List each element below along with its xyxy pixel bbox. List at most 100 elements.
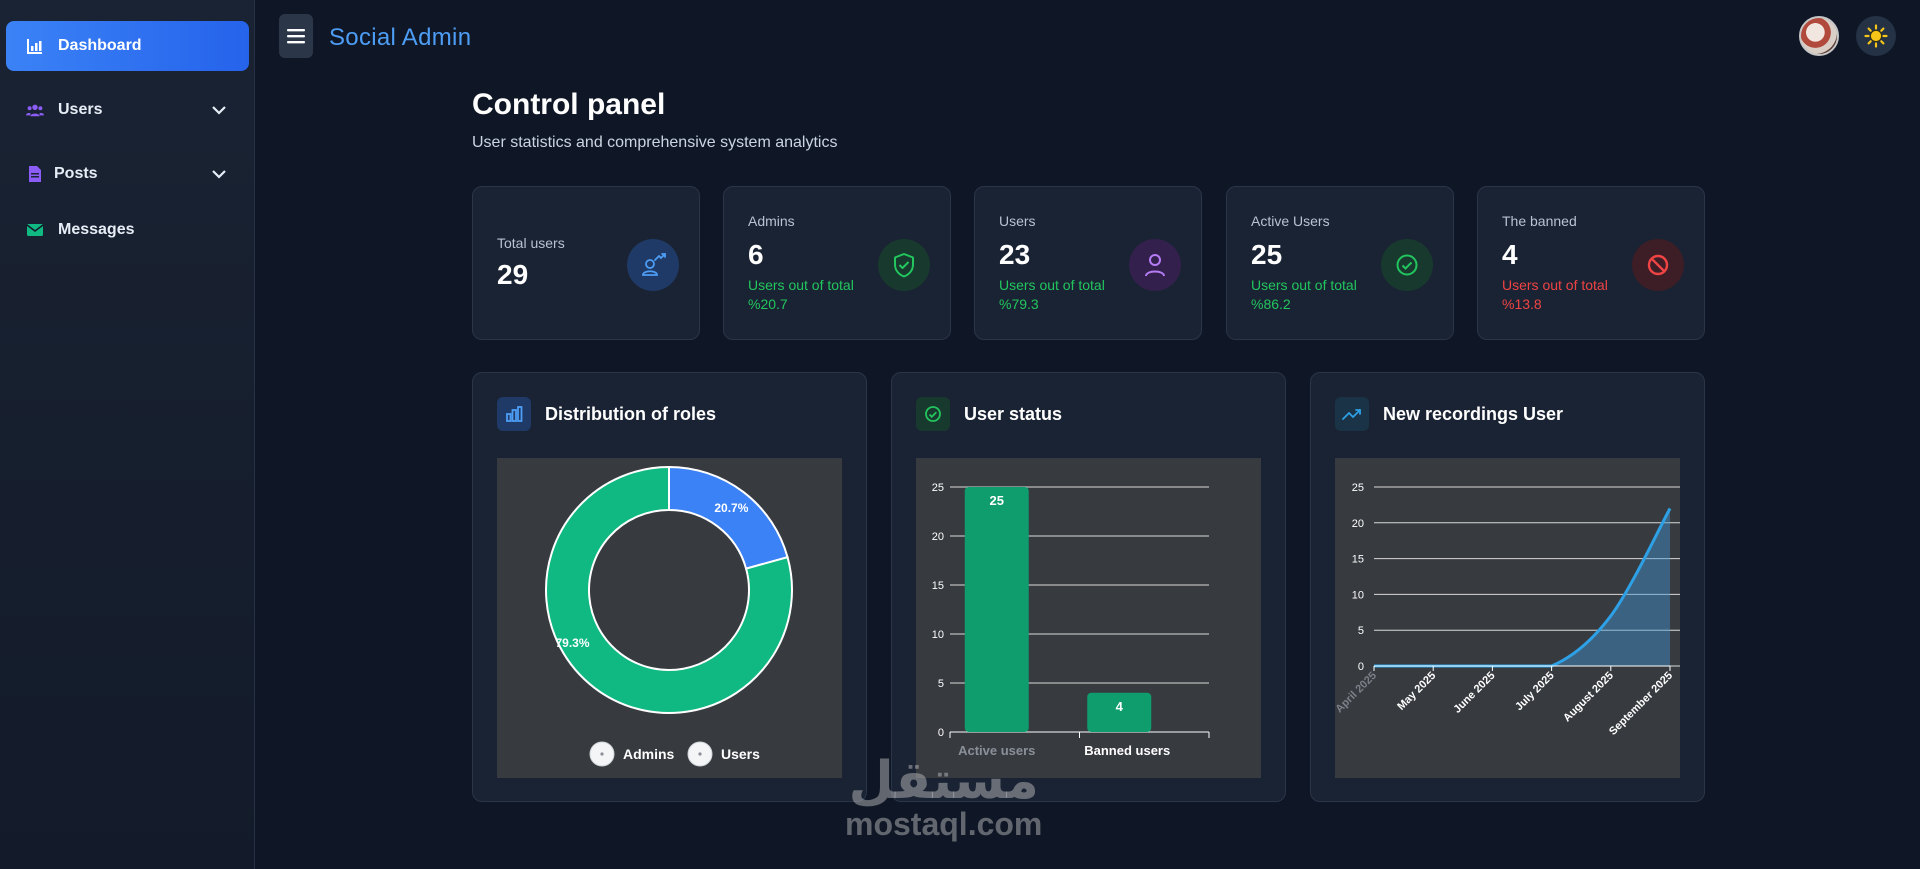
- x-tick-label: June 2025: [1451, 670, 1497, 716]
- sidebar-item-label: Posts: [54, 165, 98, 182]
- chart-title: New recordings User: [1383, 403, 1564, 424]
- sidebar-item-label: Dashboard: [58, 37, 142, 54]
- x-tick-label: April 2025: [1335, 670, 1379, 716]
- x-tick-label: Banned users: [1084, 743, 1170, 758]
- stat-value: 25: [1251, 239, 1283, 270]
- bar-data-label: 25: [990, 493, 1004, 508]
- y-tick-label: 20: [1352, 518, 1364, 530]
- y-tick-label: 0: [1358, 661, 1364, 673]
- chevron-down-icon[interactable]: [211, 166, 227, 184]
- chevron-down-icon[interactable]: [211, 102, 227, 120]
- stat-label: Active Users: [1251, 213, 1330, 229]
- y-tick-label: 15: [1352, 554, 1364, 566]
- file-icon: [26, 165, 44, 183]
- sidebar-item-label: Messages: [58, 221, 135, 238]
- y-tick-label: 15: [932, 580, 944, 592]
- y-tick-label: 25: [932, 482, 944, 494]
- status-bar-plot: 0 5 10 15 20 25 25 Active users 4 Banned users: [916, 458, 1261, 778]
- bar: [1087, 692, 1152, 732]
- chart-card-roles: Distribution of roles 20.7% 79.3% Admins Us…: [472, 372, 867, 802]
- page-subtitle: User statistics and comprehensive system…: [472, 134, 838, 151]
- sidebar-item-messages[interactable]: Messages: [6, 205, 249, 255]
- chart-card-recordings: New recordings User 0 5 10 15 20 25 April 2025…: [1310, 372, 1705, 802]
- legend-label: Users: [721, 746, 760, 762]
- users-icon: [26, 101, 44, 119]
- brand-title[interactable]: Social Admin: [329, 24, 472, 51]
- sidebar: Dashboard Users Posts Messages: [0, 0, 255, 869]
- roles-pie-plot: 20.7% 79.3% Admins Users: [497, 458, 842, 778]
- recordings-area-plot: 0 5 10 15 20 25 April 2025 May 2025 June 2025 Jul…: [1333, 458, 1680, 778]
- pie-data-label: 79.3%: [555, 636, 589, 650]
- x-tick-label: September 2025: [1607, 670, 1675, 738]
- status-bar-chart: 0 5 10 15 20 25 25 Active users 4 Banned users: [932, 482, 1210, 758]
- stat-label: Total users: [497, 235, 565, 251]
- y-tick-label: 10: [1352, 589, 1364, 601]
- sidebar-item-users[interactable]: Users: [6, 85, 249, 135]
- user-icon: [1129, 239, 1181, 291]
- y-tick-label: 5: [938, 678, 944, 690]
- avatar[interactable]: [1799, 16, 1839, 56]
- chart-title: User status: [964, 403, 1063, 424]
- stat-card-users: Users 23 Users out of total %79.3: [974, 186, 1202, 340]
- stat-label: Users: [999, 213, 1036, 229]
- watermark: مستقل mostaql.com: [845, 752, 1042, 843]
- pie-data-label: 20.7%: [714, 501, 748, 515]
- stat-value: 29: [497, 259, 529, 290]
- watermark-text: mostaql.com: [845, 806, 1043, 842]
- y-tick-label: 5: [1358, 625, 1364, 637]
- stat-card-admins: Admins 6 Users out of total %20.7: [723, 186, 951, 340]
- stat-sub: Users out of total %13.8: [1502, 277, 1608, 312]
- menu-toggle-button[interactable]: [279, 14, 313, 58]
- bar-chart-icon: [497, 397, 531, 431]
- watermark-logo: مستقل: [848, 751, 1039, 811]
- hamburger-icon: [287, 29, 305, 44]
- stat-value: 23: [999, 239, 1031, 270]
- y-tick-label: 0: [938, 727, 944, 739]
- check-circle-icon: [916, 397, 950, 431]
- bar: [964, 487, 1029, 732]
- legend-marker-dot: [698, 752, 702, 756]
- envelope-icon: [26, 221, 44, 239]
- stat-sub: Users out of total %86.2: [1251, 277, 1357, 312]
- bar-data-label: 4: [1116, 699, 1124, 714]
- sidebar-item-label: Users: [58, 101, 103, 118]
- legend-marker-dot: [600, 752, 604, 756]
- stat-card-banned: The banned 4 Users out of total %13.8: [1477, 186, 1705, 340]
- stat-card-total-users: Total users 29: [472, 186, 700, 340]
- sidebar-item-posts[interactable]: Posts: [6, 149, 249, 199]
- x-tick-label: May 2025: [1395, 670, 1438, 713]
- stat-label: The banned: [1502, 213, 1577, 229]
- y-tick-label: 20: [932, 531, 944, 543]
- theme-toggle-button[interactable]: [1856, 16, 1896, 56]
- shield-check-icon: [878, 239, 930, 291]
- roles-pie-chart: 20.7% 79.3% Admins Users: [545, 465, 793, 767]
- chart-header: User status: [916, 397, 1062, 431]
- chart-header: New recordings User: [1335, 397, 1563, 431]
- area-fill: [1374, 508, 1670, 666]
- legend-label: Admins: [623, 746, 675, 762]
- x-tick-label: August 2025: [1561, 670, 1616, 725]
- chart-title: Distribution of roles: [545, 403, 716, 424]
- pie-slice: [668, 465, 789, 570]
- user-chart-icon: [627, 239, 679, 291]
- stat-value: 4: [1502, 239, 1518, 270]
- x-tick-label: July 2025: [1513, 670, 1557, 714]
- stat-sub: Users out of total %79.3: [999, 277, 1105, 312]
- recordings-area-chart: 0 5 10 15 20 25 April 2025 May 2025 June 2025 Jul…: [1333, 482, 1680, 738]
- y-tick-label: 10: [932, 629, 944, 641]
- sidebar-item-dashboard[interactable]: Dashboard: [6, 21, 249, 71]
- y-tick-label: 25: [1352, 482, 1364, 494]
- pie-slice: [545, 465, 793, 714]
- page-title: Control panel: [472, 88, 666, 121]
- trending-up-icon: [1335, 397, 1369, 431]
- chart-icon: [26, 37, 44, 55]
- chart-card-status: User status 0 5 10 15 20 25 25 Active users 4 Ban…: [891, 372, 1286, 802]
- stat-sub: Users out of total %20.7: [748, 277, 854, 312]
- sun-icon: [1864, 24, 1888, 48]
- chart-header: Distribution of roles: [497, 397, 716, 431]
- check-circle-icon: [1381, 239, 1433, 291]
- stat-label: Admins: [748, 213, 795, 229]
- stat-card-active-users: Active Users 25 Users out of total %86.2: [1226, 186, 1454, 340]
- x-tick-label: Active users: [958, 743, 1035, 758]
- ban-icon: [1632, 239, 1684, 291]
